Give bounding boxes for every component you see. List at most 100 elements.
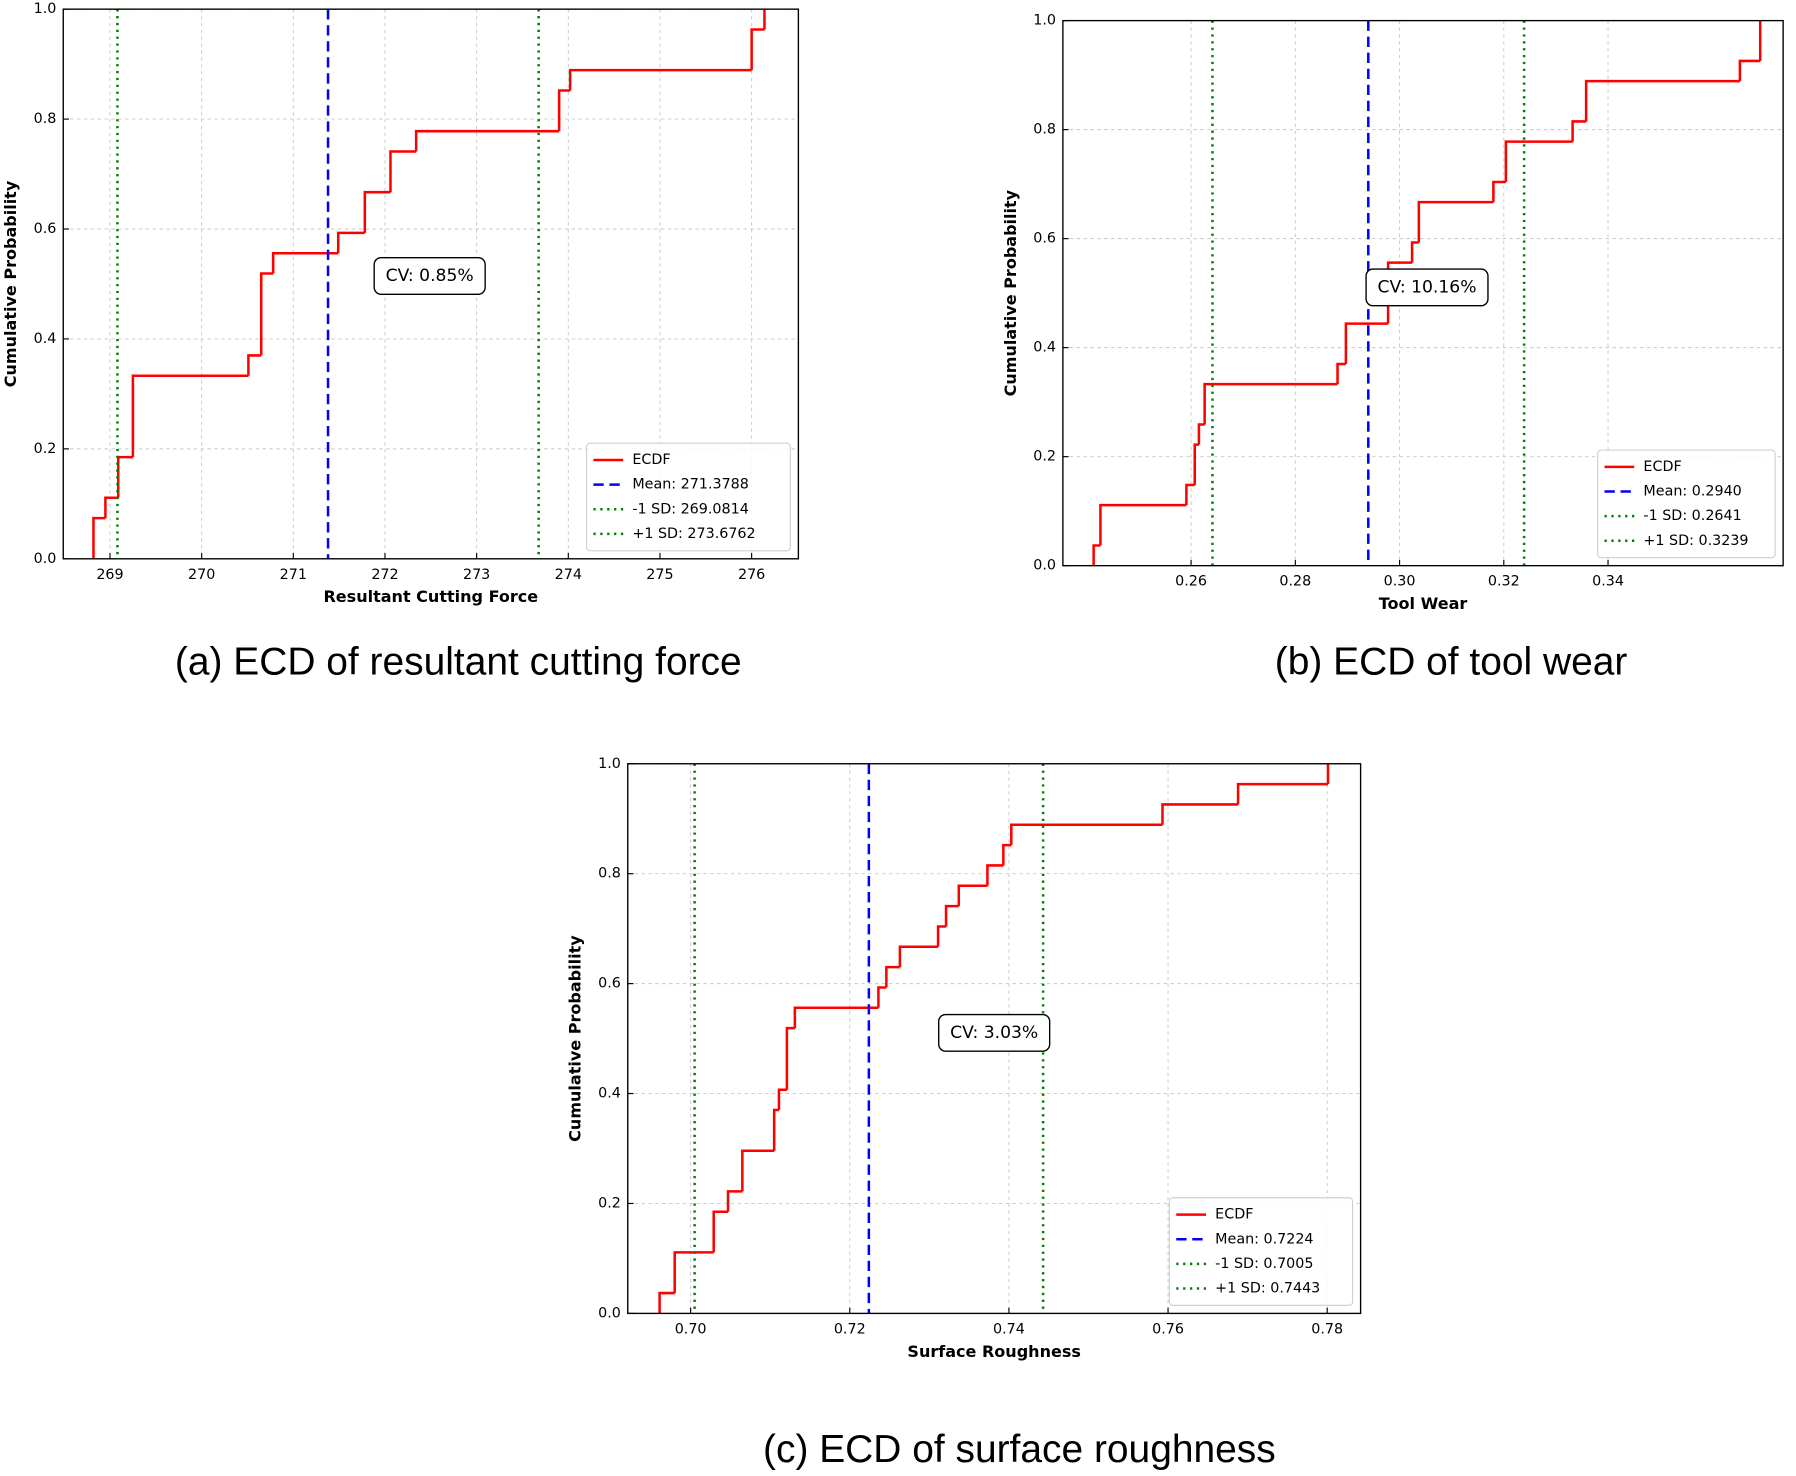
x-axis-label: Surface Roughness xyxy=(907,1342,1080,1361)
annotation-box xyxy=(373,256,486,295)
ecdf-step xyxy=(1203,382,1338,425)
ecdf-step xyxy=(247,354,262,376)
ecdf-step xyxy=(1492,180,1506,203)
ecdf-step xyxy=(1010,823,1163,846)
legend-box xyxy=(585,442,791,552)
ecdf-step xyxy=(363,190,391,233)
y-tick-label: 0.2 xyxy=(34,441,57,457)
plot-frame xyxy=(627,763,1362,1315)
y-tick-label: 1.0 xyxy=(598,756,621,772)
caption: (c) ECD of surface roughness xyxy=(763,1428,1276,1471)
y-tick-label: 0.6 xyxy=(34,221,57,237)
x-tick-label: 0.26 xyxy=(1175,574,1207,590)
ecdf-step xyxy=(712,1210,729,1253)
y-tick-label: 0.0 xyxy=(1033,558,1056,574)
ecdf-step xyxy=(986,864,1004,886)
legend-label: +1 SD: 273.6762 xyxy=(632,526,755,542)
legend-label: Mean: 0.2940 xyxy=(1643,484,1741,500)
legend-box xyxy=(1597,449,1776,559)
caption: (a) ECD of resultant cutting force xyxy=(175,640,742,683)
ecdf-step xyxy=(104,496,119,519)
x-axis-label: Tool Wear xyxy=(1379,594,1468,613)
legend-label: +1 SD: 0.7443 xyxy=(1215,1280,1320,1296)
ecdf-step xyxy=(741,1149,775,1192)
ecdf-step xyxy=(1193,443,1199,485)
x-tick-label: 0.32 xyxy=(1488,574,1520,590)
y-tick-label: 0.4 xyxy=(34,331,57,347)
ecdf-step xyxy=(1236,782,1328,805)
legend-label: -1 SD: 0.2641 xyxy=(1643,508,1741,524)
y-tick-label: 0.2 xyxy=(598,1195,621,1211)
ecdf-step xyxy=(568,68,752,91)
x-tick-label: 270 xyxy=(188,567,215,583)
y-tick-label: 0.8 xyxy=(598,866,621,882)
ecdf-step xyxy=(1099,503,1187,546)
ecdf-step xyxy=(944,904,959,927)
ecdf-step xyxy=(750,28,765,71)
chart: 0.26 0.28 0.30 0.32 0.34 0.0 0.2 0.4 0.6 0.8 1.0 To… xyxy=(1001,13,1784,683)
ecdf-step xyxy=(1185,483,1195,506)
ecdf-step xyxy=(1161,803,1239,825)
y-tick-label: 0.4 xyxy=(598,1086,621,1102)
legend-label: ECDF xyxy=(632,452,670,468)
annotation: CV: 3.03% xyxy=(950,1023,1038,1043)
x-tick-label: 276 xyxy=(738,567,765,583)
x-tick-label: 0.78 xyxy=(1311,1321,1343,1337)
ecdf-step xyxy=(1571,120,1587,142)
ecdf-step xyxy=(877,986,887,1008)
plot-frame xyxy=(1062,19,1784,567)
x-tick-label: 273 xyxy=(463,567,490,583)
ecdf-step xyxy=(777,1088,787,1111)
chart: 0.70 0.72 0.74 0.76 0.78 0.0 0.2 0.4 0.6 0.8 1.0 Su… xyxy=(566,756,1362,1471)
ecdf-step xyxy=(1410,241,1419,263)
ecdf-step xyxy=(1197,423,1205,445)
x-tick-label: 0.76 xyxy=(1152,1321,1184,1337)
y-tick-label: 0.6 xyxy=(598,976,621,992)
plot-frame xyxy=(62,8,800,560)
ecdf-step xyxy=(1344,322,1389,364)
ecdf-step xyxy=(1002,843,1012,866)
ecdf-step xyxy=(673,1251,714,1294)
y-tick-label: 1.0 xyxy=(1033,13,1056,29)
x-axis-label: Resultant Cutting Force xyxy=(323,587,538,606)
ecdf-step xyxy=(389,150,417,193)
ecdf-step xyxy=(936,925,947,947)
x-tick-label: 0.72 xyxy=(834,1321,866,1337)
caption: (b) ECD of tool wear xyxy=(1275,640,1628,683)
ecdf-step xyxy=(1738,59,1761,82)
y-tick-label: 0.2 xyxy=(1033,449,1056,465)
x-tick-label: 0.28 xyxy=(1279,574,1311,590)
y-tick-label: 0.0 xyxy=(34,551,57,567)
annotation-box xyxy=(938,1013,1051,1052)
y-tick-label: 0.4 xyxy=(1033,340,1056,356)
x-tick-label: 269 xyxy=(96,567,123,583)
ecdf-step xyxy=(885,965,900,988)
ecdf-step xyxy=(898,945,939,968)
legend-label: Mean: 271.3788 xyxy=(632,477,749,493)
legend-label: ECDF xyxy=(1643,459,1681,475)
ecdf-step xyxy=(131,374,249,458)
ecdf-step xyxy=(1504,140,1573,182)
y-tick-label: 0.8 xyxy=(34,111,57,127)
x-tick-label: 275 xyxy=(646,567,673,583)
y-axis-label: Cumulative Probability xyxy=(566,935,585,1142)
ecdf-step xyxy=(414,129,560,152)
x-tick-label: 0.30 xyxy=(1384,574,1416,590)
legend-label: +1 SD: 0.3239 xyxy=(1643,533,1748,549)
annotation: CV: 10.16% xyxy=(1378,277,1477,297)
ecdf-step xyxy=(726,1190,743,1212)
legend-label: -1 SD: 269.0814 xyxy=(632,501,748,517)
ecdf-step xyxy=(1336,362,1346,385)
y-tick-label: 0.0 xyxy=(598,1305,621,1321)
ecdf-step xyxy=(259,272,274,356)
legend: ECDF Mean: 0.7224 -1 SD: 0.7005 +1 SD: 0.74… xyxy=(1168,1197,1354,1306)
y-tick-label: 0.6 xyxy=(1033,231,1056,247)
x-tick-label: 274 xyxy=(555,567,582,583)
x-tick-label: 271 xyxy=(280,567,307,583)
annotation-box xyxy=(1365,268,1489,307)
y-tick-label: 0.8 xyxy=(1033,122,1056,138)
x-tick-label: 0.74 xyxy=(993,1321,1025,1337)
legend-label: ECDF xyxy=(1215,1207,1253,1223)
